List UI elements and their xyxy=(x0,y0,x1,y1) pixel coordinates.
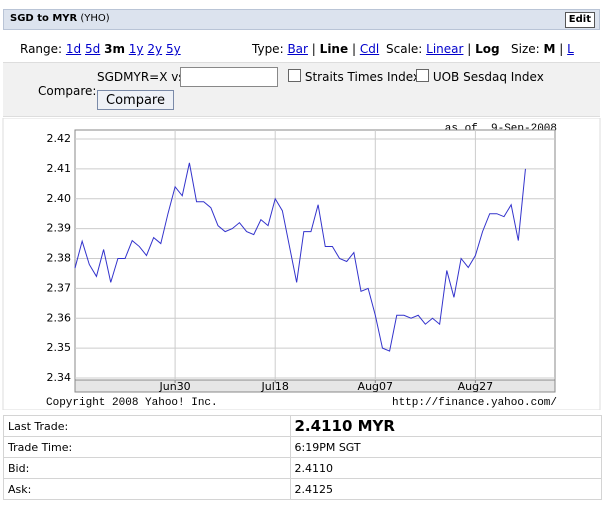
y-tick-label: 2.40 xyxy=(47,192,72,205)
quote-row: Bid: 2.4110 xyxy=(3,457,602,479)
quote-value: 2.4110 xyxy=(289,457,602,479)
type-label: Type: xyxy=(252,42,284,56)
compare-option-label: Straits Times Index xyxy=(304,70,421,84)
y-tick-label: 2.34 xyxy=(47,371,72,384)
x-axis-band xyxy=(74,379,556,393)
range-link[interactable]: 2y xyxy=(147,42,163,56)
quote-label: Bid: xyxy=(3,457,291,479)
range-link[interactable]: 1d xyxy=(65,42,82,56)
checkbox[interactable] xyxy=(416,69,429,82)
y-tick-label: 2.36 xyxy=(47,311,72,324)
quote-label: Last Trade: xyxy=(3,415,291,437)
quote-table: Last Trade: 2.4110 MYR Trade Time: 6:19PM S… xyxy=(3,415,602,500)
copyright: Copyright 2008 Yahoo! Inc. xyxy=(46,397,218,409)
header-title-wrap: SGD to MYR (YHO) xyxy=(10,13,110,24)
header-source: (YHO) xyxy=(80,13,110,24)
range-link[interactable]: 5y xyxy=(165,42,181,56)
range-selected: 3m xyxy=(104,42,125,56)
separator: | xyxy=(559,42,564,56)
quote-row: Ask: 2.4125 xyxy=(3,478,602,500)
source-url: http://finance.yahoo.com/ xyxy=(392,397,557,409)
x-tick-label: Jul18 xyxy=(261,380,289,393)
type-link[interactable]: Bar xyxy=(287,42,308,56)
quote-label: Ask: xyxy=(3,478,291,500)
quote-value: 2.4125 xyxy=(289,478,602,500)
x-tick-label: Aug07 xyxy=(358,380,393,393)
y-tick-label: 2.35 xyxy=(47,341,72,354)
type-link[interactable]: Cdl xyxy=(359,42,380,56)
x-tick-label: Jun30 xyxy=(159,380,191,393)
price-line xyxy=(74,162,526,352)
range-link[interactable]: 5d xyxy=(85,42,101,56)
range-row: Range: 1d 5d 3m 1y 2y 5y xyxy=(20,42,181,56)
range-link[interactable]: 1y xyxy=(128,42,144,56)
y-tick-label: 2.39 xyxy=(47,222,72,235)
separator: | xyxy=(467,42,472,56)
quote-value: 6:19PM SGT xyxy=(289,436,602,458)
compare-input[interactable] xyxy=(180,67,278,87)
compare-option-label: UOB Sesdaq Index xyxy=(432,70,544,84)
scale-link[interactable]: Linear xyxy=(426,42,464,56)
separator: | xyxy=(311,42,316,56)
x-tick-label: Aug27 xyxy=(458,380,493,393)
quote-rows: Last Trade: 2.4110 MYR Trade Time: 6:19PM S… xyxy=(3,415,602,500)
size-label: Size: xyxy=(511,42,540,56)
compare-option[interactable]: Straits Times Index xyxy=(288,69,420,84)
compare-button[interactable]: Compare xyxy=(97,90,174,110)
scale-row: Scale: Linear | Log xyxy=(386,42,500,56)
quote-label: Trade Time: xyxy=(3,436,291,458)
y-tick-label: 2.38 xyxy=(47,252,72,265)
header-bar: SGD to MYR (YHO) Edit xyxy=(3,9,600,30)
quote-value: 2.4110 MYR xyxy=(289,415,602,437)
chart: as of 9-Sep-2008 Copyright 2008 Yahoo! I… xyxy=(2,118,601,410)
size-selected: M xyxy=(543,42,556,56)
quote-row: Trade Time: 6:19PM SGT xyxy=(3,436,602,458)
range-label: Range: xyxy=(20,42,63,56)
scale-selected: Log xyxy=(475,42,500,56)
compare-label: Compare: xyxy=(38,84,97,98)
type-selected: Line xyxy=(319,42,349,56)
checkbox[interactable] xyxy=(288,69,301,82)
y-tick-label: 2.42 xyxy=(47,132,72,145)
quote-row: Last Trade: 2.4110 MYR xyxy=(3,415,602,437)
edit-button[interactable]: Edit xyxy=(564,12,595,28)
type-row: Type: Bar | Line | Cdl xyxy=(252,42,379,56)
compare-prefix: SGDMYR=X vs xyxy=(97,70,185,84)
size-link[interactable]: L xyxy=(567,42,574,56)
size-row: Size: M | L xyxy=(511,42,574,56)
compare-option[interactable]: UOB Sesdaq Index xyxy=(416,69,544,84)
scale-label: Scale: xyxy=(386,42,423,56)
y-tick-label: 2.41 xyxy=(47,162,72,175)
separator: | xyxy=(351,42,356,56)
header-title: SGD to MYR xyxy=(10,13,78,24)
y-tick-label: 2.37 xyxy=(47,281,72,294)
